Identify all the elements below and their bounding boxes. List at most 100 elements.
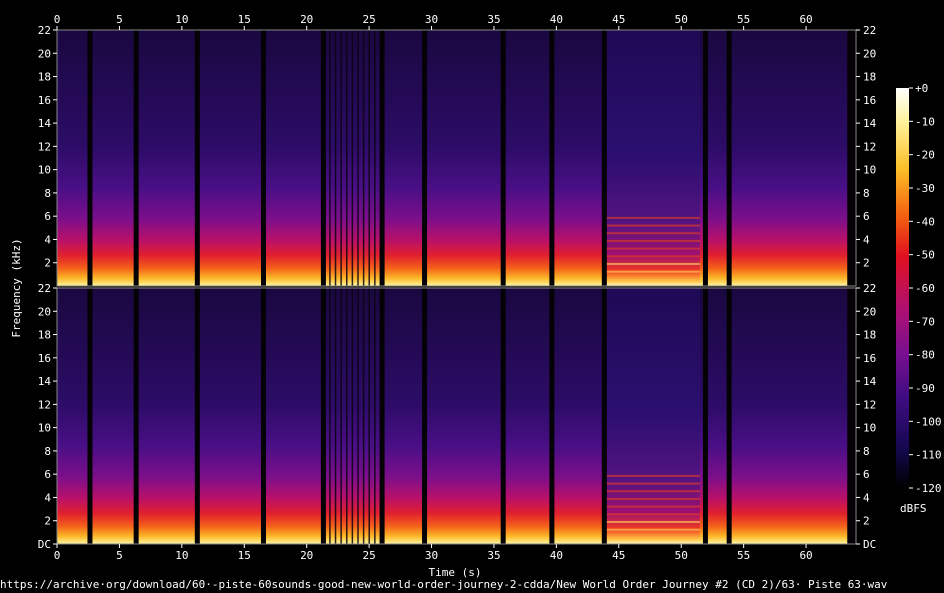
sustained-tone-region [606, 288, 700, 544]
transient-stripe [346, 288, 348, 544]
tone-band [606, 482, 700, 485]
silence-gap [500, 30, 506, 286]
y-tick-label-right: 16 [863, 94, 876, 107]
y-tick-label-right: DC [863, 538, 876, 551]
y-tick-label-right: 2 [863, 257, 870, 270]
x-tick-label-bottom: 20 [300, 549, 313, 562]
transient-stripe [334, 288, 337, 544]
silence-gap [379, 30, 385, 286]
y-tick-label-left: 10 [38, 164, 51, 177]
spectrogram-body [57, 288, 856, 544]
colorbar-tick-label: -100 [915, 415, 942, 428]
channel-2-spectrogram [56, 287, 857, 545]
tone-band [606, 247, 700, 250]
transient-stripe [346, 30, 348, 286]
x-tick-label-top: 35 [487, 13, 500, 26]
silence-gap [133, 30, 139, 286]
y-tick-label-left: 20 [38, 305, 51, 318]
y-tick-label-left: 22 [38, 24, 51, 37]
y-tick-label-right: 12 [863, 398, 876, 411]
silence-gap [194, 288, 200, 544]
track-end [847, 30, 856, 286]
tone-band [606, 232, 700, 235]
y-tick-label-right: 2 [863, 515, 870, 528]
x-tick-label-top: 30 [425, 13, 438, 26]
y-tick-label-left: 20 [38, 47, 51, 60]
silence-gap [320, 30, 326, 286]
transient-stripe [357, 288, 359, 544]
y-tick-label-right: 4 [863, 491, 870, 504]
y-tick-label-left: 8 [44, 187, 51, 200]
y-tick-label-right: 14 [863, 117, 877, 130]
y-tick-label-right: 18 [863, 329, 876, 342]
silence-gap [260, 30, 266, 286]
silence-gap [422, 288, 428, 544]
x-tick-label-top: 60 [799, 13, 812, 26]
silence-gap [702, 30, 708, 286]
tone-band [606, 520, 700, 523]
colorbar-tick-label: -90 [915, 382, 935, 395]
y-tick-label-left: 18 [38, 329, 51, 342]
colorbar-tick-label: -50 [915, 249, 935, 262]
source-path: https://archive·org/download/60·-piste-6… [0, 578, 888, 591]
y-tick-label-right: 6 [863, 468, 870, 481]
y-tick-label-right: 18 [863, 71, 876, 84]
silence-gap [726, 288, 732, 544]
plot-frame [56, 29, 857, 287]
x-tick-label-bottom: 25 [362, 549, 375, 562]
x-tick-label-bottom: 0 [54, 549, 61, 562]
x-tick-label-top: 0 [54, 13, 61, 26]
y-axis-label: Frequency (kHz) [10, 238, 23, 337]
colorbar-tick-label: -30 [915, 182, 935, 195]
tone-band [606, 528, 700, 531]
plot-frame [56, 287, 857, 545]
x-tick-label-bottom: 5 [116, 549, 123, 562]
y-tick-label-right: 16 [863, 352, 876, 365]
tone-band [606, 474, 700, 477]
silence-gap [194, 30, 200, 286]
colorbar-tick-label: -80 [915, 349, 935, 362]
colorbar-label: dBFS [900, 502, 927, 515]
silence-gap [320, 288, 326, 544]
transient-stripe [368, 30, 370, 286]
colorbar-tick-label: +0 [915, 82, 928, 95]
y-tick-label-left: DC [38, 538, 51, 551]
transient-stripe [362, 30, 365, 286]
transient-stripe [357, 30, 359, 286]
y-tick-label-right: 10 [863, 422, 876, 435]
y-tick-label-left: 8 [44, 445, 51, 458]
x-tick-label-bottom: 50 [675, 549, 688, 562]
x-axis-label: Time (s) [429, 566, 482, 579]
tone-band [606, 497, 700, 500]
tone-band [606, 216, 700, 219]
y-tick-label-right: 4 [863, 233, 870, 246]
colorbar-ticks: +0 -10 -20 -30 -40 -50 -60 -70 -80 -90 -100 -110 -12… [909, 82, 942, 495]
x-tick-label-bottom: 45 [612, 549, 625, 562]
y-tick-label-left: 2 [44, 257, 51, 270]
y-tick-label-left: 4 [44, 491, 51, 504]
y-tick-label-left: 2 [44, 515, 51, 528]
y-tick-label-left: 18 [38, 71, 51, 84]
y-tick-label-right: 8 [863, 187, 870, 200]
tone-band [606, 505, 700, 508]
x-tick-label-bottom: 15 [238, 549, 251, 562]
track-end [847, 288, 856, 544]
silence-gap [260, 288, 266, 544]
transient-stripe [351, 30, 354, 286]
silence-gap [726, 30, 732, 286]
x-tick-label-bottom: 30 [425, 549, 438, 562]
y-tick-label-right: 8 [863, 445, 870, 458]
y-tick-label-right: 20 [863, 305, 876, 318]
silence-gap [702, 288, 708, 544]
x-tick-label-top: 5 [116, 13, 123, 26]
tone-band [606, 224, 700, 227]
spectrogram-body [57, 30, 856, 286]
silence-gap [422, 30, 428, 286]
y-tick-label-left: 12 [38, 140, 51, 153]
colorbar [896, 88, 909, 488]
y-tick-label-left: 6 [44, 210, 51, 223]
silence-gap [87, 288, 93, 544]
tone-band [606, 513, 700, 516]
silence-gap [549, 30, 555, 286]
silence-gap [601, 288, 607, 544]
